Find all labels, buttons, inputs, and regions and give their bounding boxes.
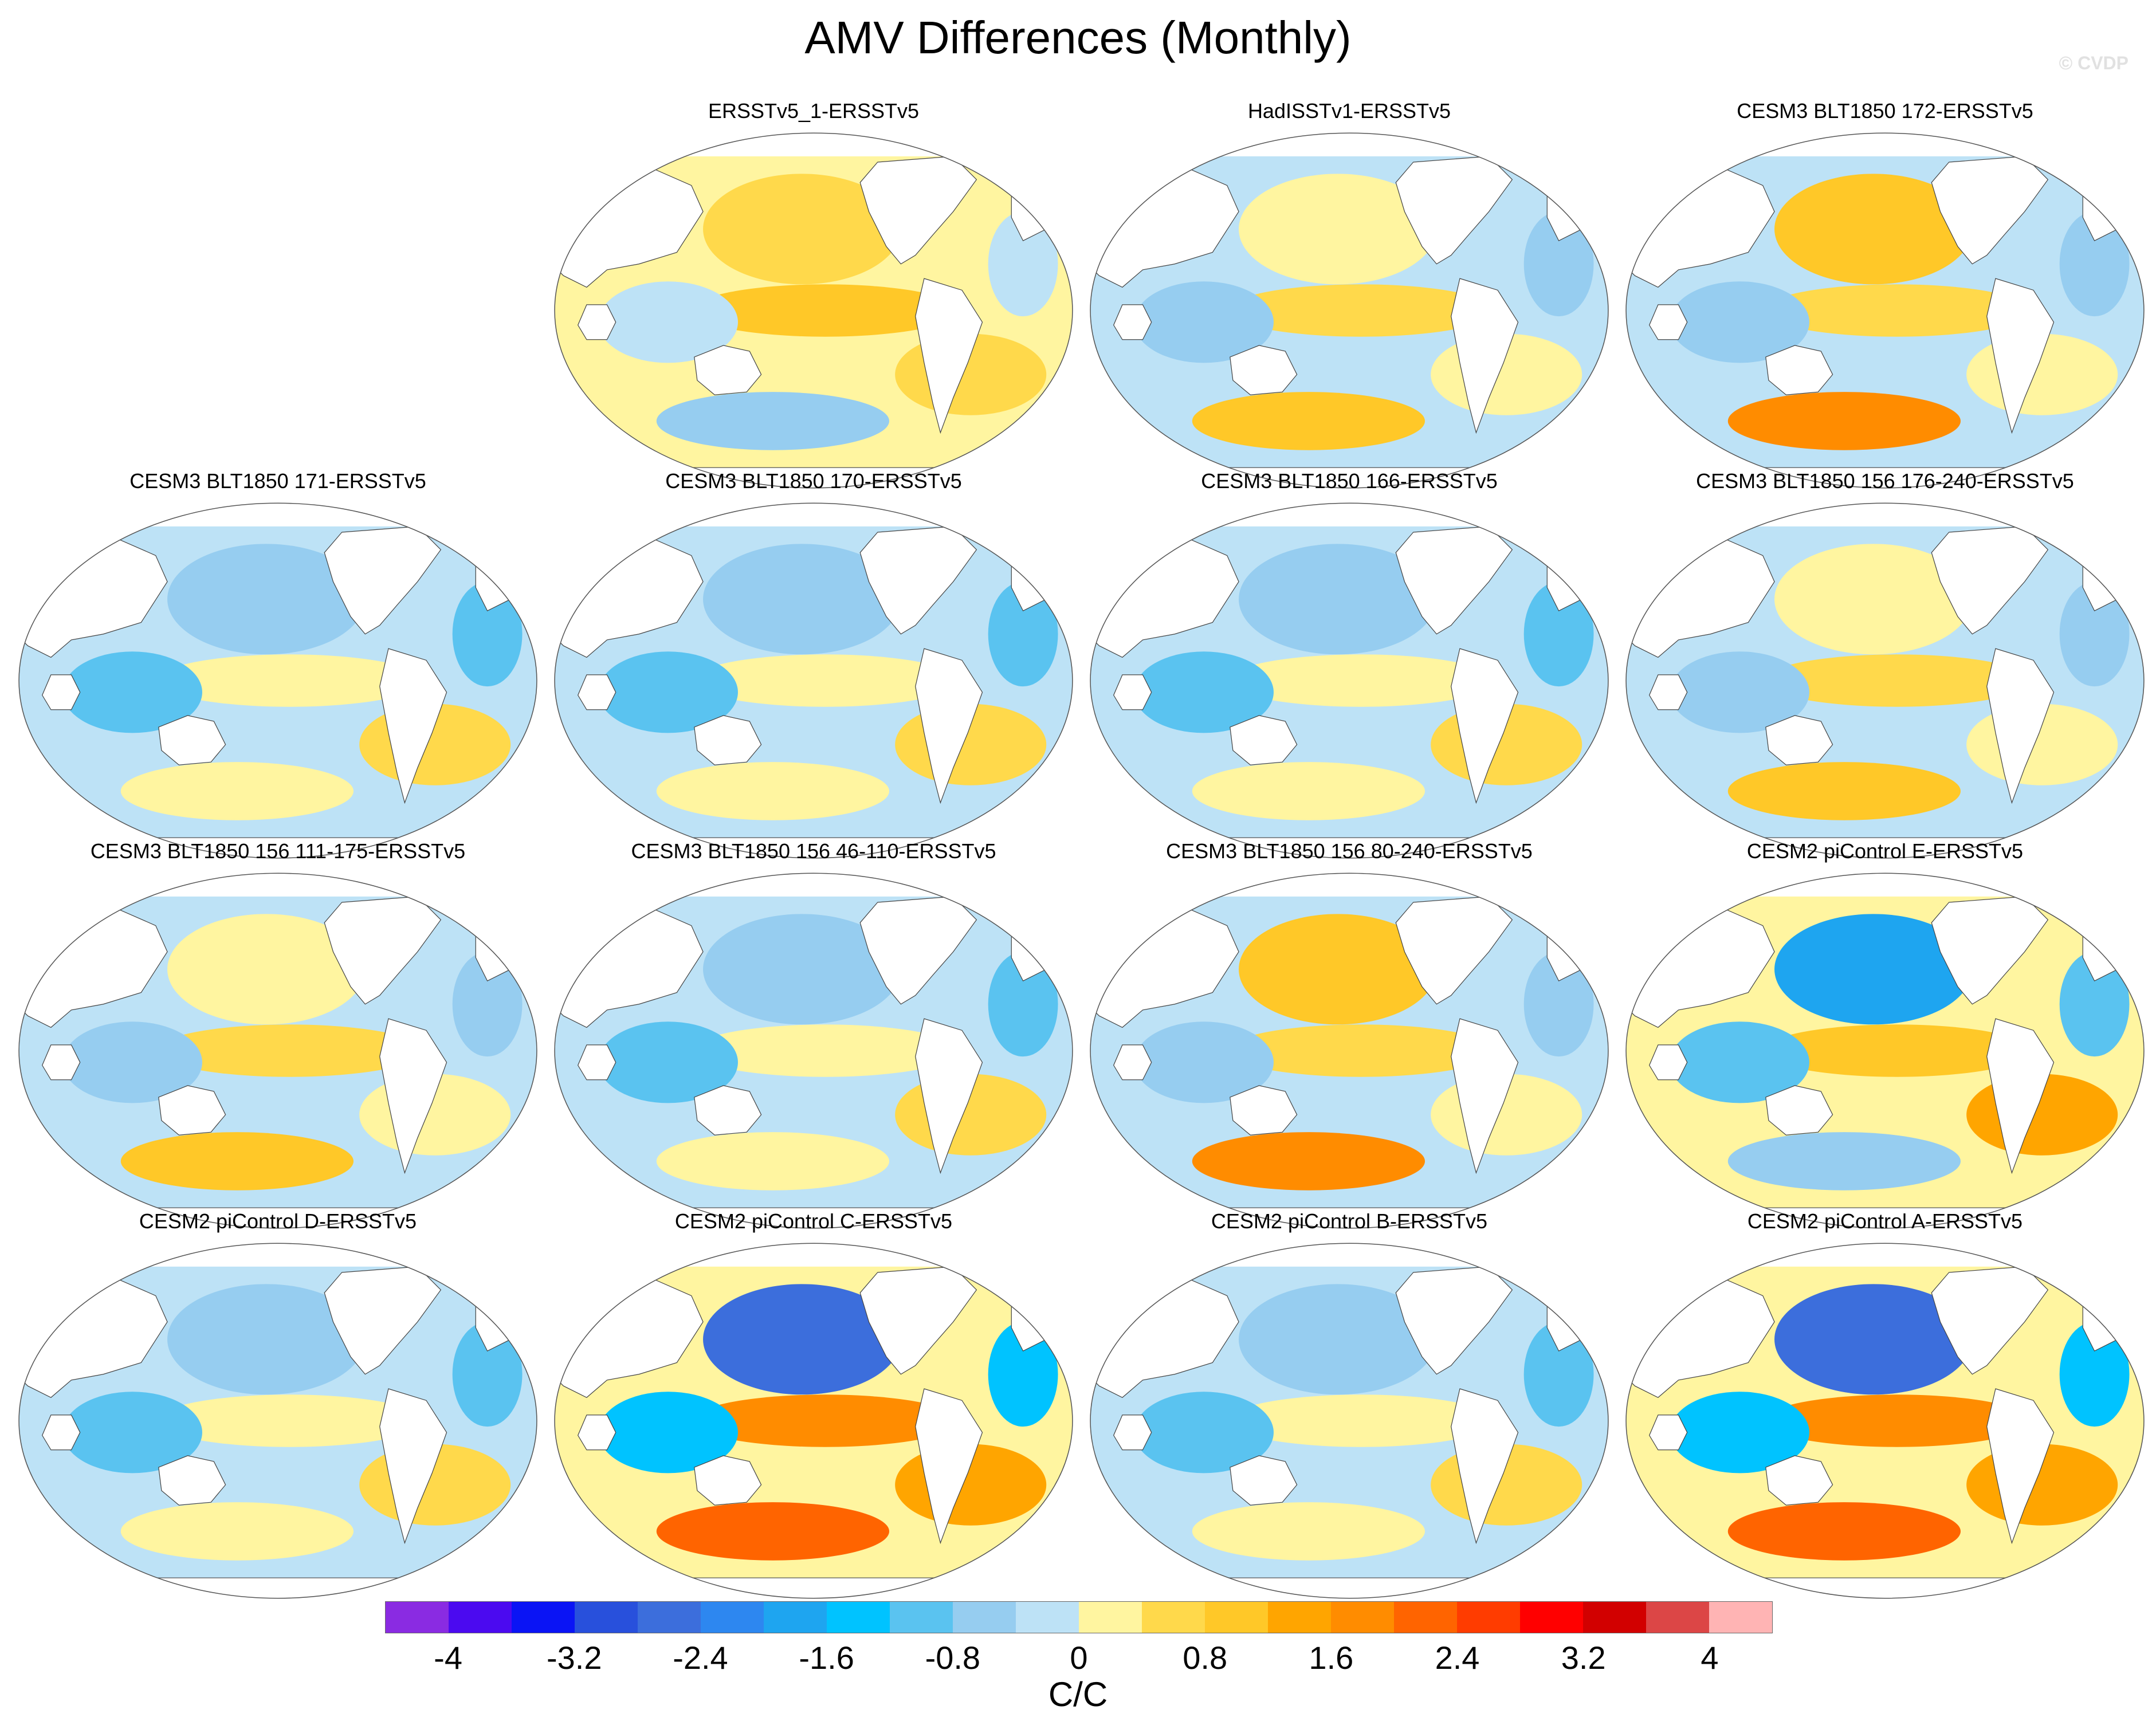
map-panel: CESM3 BLT1850 172-ERSSTv5 <box>1619 99 2151 494</box>
colorbar-swatch <box>1268 1602 1331 1633</box>
robinson-map <box>1623 1240 2147 1602</box>
colorbar-swatch <box>1394 1602 1457 1633</box>
colorbar <box>385 1601 1773 1633</box>
colorbar-swatch <box>890 1602 953 1633</box>
colorbar-swatch <box>764 1602 827 1633</box>
panel-title: CESM2 piControl C-ERSSTv5 <box>674 1209 953 1233</box>
colorbar-unit-label: C/C <box>1048 1675 1108 1714</box>
robinson-map <box>1087 500 1611 862</box>
robinson-map <box>1087 129 1611 492</box>
colorbar-swatch <box>575 1602 638 1633</box>
colorbar-tick-label: 3.2 <box>1561 1640 1606 1676</box>
map-panel: CESM3 BLT1850 156 111-175-ERSSTv5 <box>11 839 544 1234</box>
panel-title: CESM2 piControl B-ERSSTv5 <box>1211 1209 1488 1233</box>
panel-title: CESM2 piControl D-ERSSTv5 <box>139 1209 417 1233</box>
panel-title: CESM3 BLT1850 156 111-175-ERSSTv5 <box>90 839 466 863</box>
colorbar-swatch <box>1646 1602 1709 1633</box>
robinson-map <box>16 500 540 862</box>
colorbar-tick-label: 0 <box>1070 1640 1088 1676</box>
map-panel: CESM3 BLT1850 170-ERSSTv5 <box>547 469 1080 864</box>
panel-title: CESM3 BLT1850 170-ERSSTv5 <box>665 469 962 493</box>
colorbar-swatch <box>1079 1602 1142 1633</box>
map-panel: CESM3 BLT1850 156 46-110-ERSSTv5 <box>547 839 1080 1234</box>
colorbar-swatch <box>449 1602 512 1633</box>
cvdp-credit: © CVDP <box>2059 53 2128 73</box>
robinson-map <box>16 870 540 1232</box>
colorbar-swatch <box>1583 1602 1646 1633</box>
colorbar-tick-label: 1.6 <box>1309 1640 1354 1676</box>
colorbar-swatch <box>1331 1602 1394 1633</box>
colorbar-swatch <box>1457 1602 1520 1633</box>
colorbar-tick-label: -2.4 <box>673 1640 728 1676</box>
colorbar-tick-label: 2.4 <box>1435 1640 1480 1676</box>
panel-title: CESM3 BLT1850 172-ERSSTv5 <box>1737 99 2033 123</box>
map-panel: CESM2 piControl D-ERSSTv5 <box>11 1209 544 1604</box>
colorbar-tick-label: 0.8 <box>1183 1640 1228 1676</box>
robinson-map <box>1623 870 2147 1232</box>
colorbar-swatch <box>1142 1602 1205 1633</box>
panel-title: CESM2 piControl A-ERSSTv5 <box>1747 1209 2023 1233</box>
panel-title: CESM3 BLT1850 156 176-240-ERSSTv5 <box>1696 469 2074 493</box>
panel-title: CESM3 BLT1850 156 80-240-ERSSTv5 <box>1166 839 1533 863</box>
map-panel: CESM3 BLT1850 156 176-240-ERSSTv5 <box>1619 469 2151 864</box>
colorbar-swatch <box>638 1602 701 1633</box>
colorbar-swatch <box>1520 1602 1583 1633</box>
colorbar-swatch <box>827 1602 890 1633</box>
map-panel: CESM2 piControl A-ERSSTv5 <box>1619 1209 2151 1604</box>
panel-title: HadISSTv1-ERSSTv5 <box>1247 99 1451 123</box>
robinson-map <box>1087 870 1611 1232</box>
robinson-map <box>552 870 1075 1232</box>
colorbar-swatch <box>1205 1602 1268 1633</box>
colorbar-tick-label: 4 <box>1701 1640 1719 1676</box>
robinson-map <box>1087 1240 1611 1602</box>
colorbar-swatch <box>1016 1602 1079 1633</box>
colorbar-tick-label: -1.6 <box>799 1640 854 1676</box>
map-panel: ERSSTv5_1-ERSSTv5 <box>547 99 1080 494</box>
colorbar-swatch <box>953 1602 1016 1633</box>
colorbar-swatch <box>512 1602 575 1633</box>
colorbar-tick-label: -3.2 <box>547 1640 602 1676</box>
colorbar-swatch <box>701 1602 764 1633</box>
panel-title: ERSSTv5_1-ERSSTv5 <box>708 99 920 123</box>
panel-title: CESM3 BLT1850 171-ERSSTv5 <box>129 469 426 493</box>
map-panel: CESM3 BLT1850 166-ERSSTv5 <box>1083 469 1616 864</box>
robinson-map <box>16 1240 540 1602</box>
robinson-map <box>1623 129 2147 492</box>
colorbar-tick-label: -4 <box>434 1640 462 1676</box>
map-panel: CESM2 piControl E-ERSSTv5 <box>1619 839 2151 1234</box>
robinson-map <box>1623 500 2147 862</box>
map-panel: HadISSTv1-ERSSTv5 <box>1083 99 1616 494</box>
panel-title: CESM2 piControl E-ERSSTv5 <box>1746 839 2024 863</box>
figure-title: AMV Differences (Monthly) <box>804 12 1352 63</box>
map-panel: CESM3 BLT1850 156 80-240-ERSSTv5 <box>1083 839 1616 1234</box>
colorbar-tick-label: -0.8 <box>925 1640 981 1676</box>
map-panel: CESM2 piControl C-ERSSTv5 <box>547 1209 1080 1604</box>
colorbar-swatch <box>1709 1602 1772 1633</box>
map-panel: CESM2 piControl B-ERSSTv5 <box>1083 1209 1616 1604</box>
map-panel: CESM3 BLT1850 171-ERSSTv5 <box>11 469 544 864</box>
colorbar-swatch <box>386 1602 449 1633</box>
panel-title: CESM3 BLT1850 166-ERSSTv5 <box>1201 469 1498 493</box>
robinson-map <box>552 129 1075 492</box>
panel-title: CESM3 BLT1850 156 46-110-ERSSTv5 <box>631 839 996 863</box>
robinson-map <box>552 500 1075 862</box>
robinson-map <box>552 1240 1075 1602</box>
